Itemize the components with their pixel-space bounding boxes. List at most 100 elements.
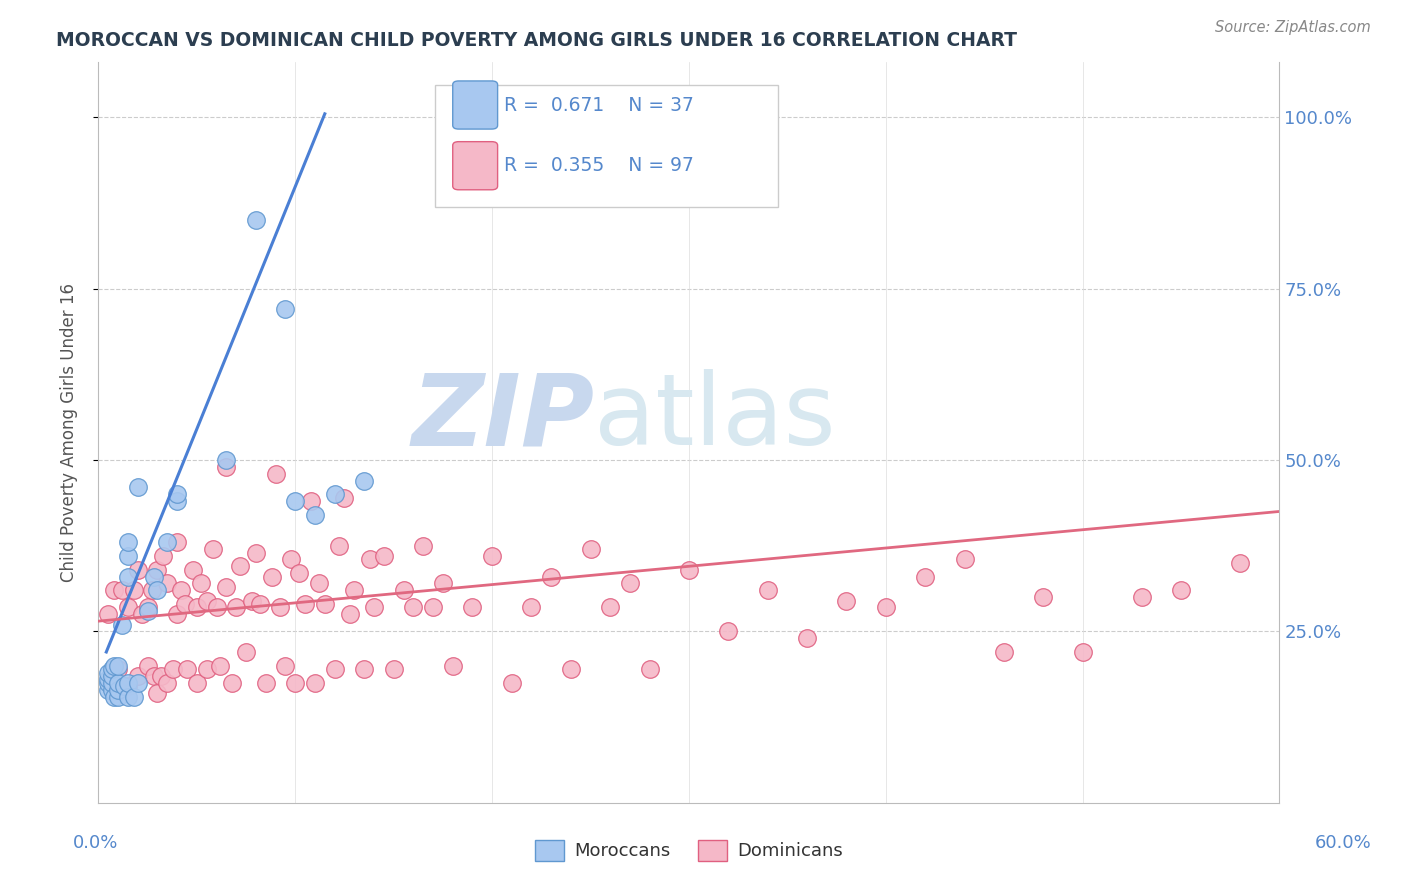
Point	[174, 597, 197, 611]
Point	[209, 658, 232, 673]
Point	[107, 682, 129, 697]
Point	[245, 213, 267, 227]
Point	[501, 676, 523, 690]
Point	[136, 604, 159, 618]
Point	[97, 673, 120, 687]
Point	[299, 494, 322, 508]
Point	[323, 662, 346, 676]
Point	[284, 494, 307, 508]
Text: Source: ZipAtlas.com: Source: ZipAtlas.com	[1215, 20, 1371, 35]
Point	[284, 676, 307, 690]
Point	[107, 662, 129, 676]
Point	[101, 662, 124, 676]
Point	[103, 658, 125, 673]
Point	[1071, 645, 1094, 659]
Point	[441, 658, 464, 673]
Point	[127, 669, 149, 683]
Point	[678, 563, 700, 577]
Point	[136, 658, 159, 673]
Point	[146, 686, 169, 700]
Point	[1170, 583, 1192, 598]
Point	[412, 539, 434, 553]
Point	[156, 676, 179, 690]
Point	[215, 459, 238, 474]
Text: R =  0.671    N = 37: R = 0.671 N = 37	[503, 95, 693, 114]
Point	[127, 563, 149, 577]
Point	[240, 593, 263, 607]
Point	[308, 576, 330, 591]
Point	[540, 569, 562, 583]
Point	[156, 576, 179, 591]
Point	[353, 662, 375, 676]
Point	[269, 600, 291, 615]
Point	[176, 662, 198, 676]
Point	[717, 624, 740, 639]
Point	[136, 600, 159, 615]
Point	[225, 600, 247, 615]
Point	[245, 545, 267, 559]
Text: R =  0.355    N = 97: R = 0.355 N = 97	[503, 156, 693, 175]
Point	[914, 569, 936, 583]
Point	[638, 662, 661, 676]
Point	[422, 600, 444, 615]
Point	[97, 682, 120, 697]
Point	[579, 542, 602, 557]
Point	[835, 593, 858, 607]
Point	[146, 563, 169, 577]
Point	[101, 669, 124, 683]
Text: atlas: atlas	[595, 369, 837, 467]
Point	[215, 453, 238, 467]
Point	[117, 600, 139, 615]
Point	[343, 583, 366, 598]
Point	[162, 662, 184, 676]
Point	[195, 662, 218, 676]
Point	[756, 583, 779, 598]
Point	[619, 576, 641, 591]
Point	[170, 583, 193, 598]
Point	[953, 552, 976, 566]
Point	[186, 600, 208, 615]
Point	[111, 583, 134, 598]
Text: 60.0%: 60.0%	[1315, 834, 1371, 852]
Point	[323, 487, 346, 501]
Point	[1032, 590, 1054, 604]
Point	[221, 676, 243, 690]
FancyBboxPatch shape	[434, 85, 778, 207]
Y-axis label: Child Poverty Among Girls Under 16: Child Poverty Among Girls Under 16	[59, 283, 77, 582]
Point	[339, 607, 361, 622]
Point	[373, 549, 395, 563]
Point	[294, 597, 316, 611]
Point	[146, 583, 169, 598]
Point	[195, 593, 218, 607]
Point	[1229, 556, 1251, 570]
Point	[127, 676, 149, 690]
Point	[166, 535, 188, 549]
Point	[333, 491, 356, 505]
Point	[190, 576, 212, 591]
Point	[97, 665, 120, 680]
Point	[461, 600, 484, 615]
Point	[392, 583, 415, 598]
Point	[520, 600, 543, 615]
Point	[186, 676, 208, 690]
Point	[101, 682, 124, 697]
Point	[141, 583, 163, 598]
Point	[260, 569, 283, 583]
Point	[254, 676, 277, 690]
Point	[235, 645, 257, 659]
Point	[131, 607, 153, 622]
Point	[152, 549, 174, 563]
Point	[166, 607, 188, 622]
Point	[107, 690, 129, 704]
FancyBboxPatch shape	[453, 142, 498, 190]
Point	[103, 583, 125, 598]
Point	[150, 669, 173, 683]
Point	[363, 600, 385, 615]
Point	[97, 676, 120, 690]
Point	[166, 494, 188, 508]
Point	[117, 569, 139, 583]
Point	[599, 600, 621, 615]
Point	[127, 480, 149, 494]
Point	[103, 690, 125, 704]
Point	[101, 676, 124, 690]
